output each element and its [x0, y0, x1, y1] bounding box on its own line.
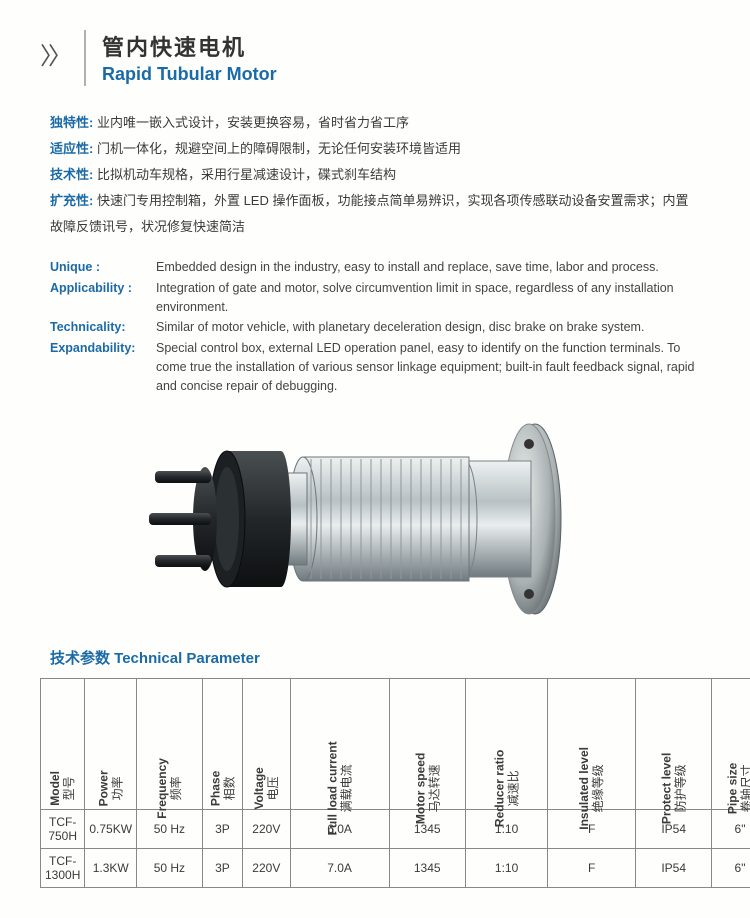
col-header: Phase相数	[202, 679, 242, 810]
feature-text: Integration of gate and motor, solve cir…	[156, 279, 700, 317]
table-cell: F	[548, 849, 636, 888]
table-cell: 1.3KW	[85, 849, 137, 888]
arrow-icon: 〉〉	[40, 30, 68, 71]
col-header: Reducer ratio减速比	[465, 679, 547, 810]
col-header: Pipe size卷轴尺寸	[712, 679, 750, 810]
table-cell: 50 Hz	[137, 849, 203, 888]
feature-cn-row: 适应性: 门机一体化，规避空间上的障碍限制，无论任何安装环境皆适用	[50, 136, 700, 162]
table-cell: TCF-1300H	[41, 849, 85, 888]
table-cell: 6"	[712, 810, 750, 849]
table-cell: 1:10	[465, 849, 547, 888]
feature-text: 业内唯一嵌入式设计，安装更换容易，省时省力省工序	[93, 115, 409, 130]
feature-text: 门机一体化，规避空间上的障碍限制，无论任何安装环境皆适用	[93, 141, 461, 156]
feature-label: Unique :	[50, 258, 156, 277]
feature-label: 适应性:	[50, 141, 93, 156]
col-header: Frequency频率	[137, 679, 203, 810]
feature-en-row: Unique :Embedded design in the industry,…	[50, 258, 700, 277]
motor-illustration	[135, 409, 615, 629]
title-en: Rapid Tubular Motor	[102, 64, 277, 85]
col-header: Model型号	[41, 679, 85, 810]
params-table: Model型号Power功率Frequency频率Phase相数Voltage电…	[40, 678, 750, 888]
table-cell: 220V	[243, 810, 290, 849]
table-cell: 7.0A	[290, 849, 389, 888]
feature-cn-row: 扩充性: 快速门专用控制箱，外置 LED 操作面板，功能接点简单易辨识，实现各项…	[50, 188, 700, 240]
features-cn: 独特性: 业内唯一嵌入式设计，安装更换容易，省时省力省工序适应性: 门机一体化，…	[50, 110, 700, 240]
feature-cn-row: 独特性: 业内唯一嵌入式设计，安装更换容易，省时省力省工序	[50, 110, 700, 136]
title-cn: 管内快速电机	[102, 30, 277, 62]
feature-en-row: Applicability :Integration of gate and m…	[50, 279, 700, 317]
table-cell: 220V	[243, 849, 290, 888]
col-header: Full load current满载电流	[290, 679, 389, 810]
feature-label: Applicability :	[50, 279, 156, 317]
feature-text: 快速门专用控制箱，外置 LED 操作面板，功能接点简单易辨识，实现各项传感联动设…	[50, 193, 688, 234]
divider	[84, 30, 86, 86]
table-cell: 3P	[202, 810, 242, 849]
col-header: Insulated level绝缘等级	[548, 679, 636, 810]
table-cell: 1345	[389, 849, 465, 888]
title-section: 〉〉 管内快速电机 Rapid Tubular Motor	[40, 30, 710, 86]
feature-text: Embedded design in the industry, easy to…	[156, 258, 700, 277]
col-header: Power功率	[85, 679, 137, 810]
params-title: 技术参数 Technical Parameter	[50, 647, 710, 668]
feature-label: 独特性:	[50, 115, 93, 130]
feature-en-row: Expandability:Special control box, exter…	[50, 339, 700, 395]
feature-label: Expandability:	[50, 339, 156, 395]
table-cell: 3P	[202, 849, 242, 888]
table-cell: TCF-750H	[41, 810, 85, 849]
table-cell: IP54	[635, 849, 711, 888]
feature-text: Special control box, external LED operat…	[156, 339, 700, 395]
features-en: Unique :Embedded design in the industry,…	[50, 258, 700, 395]
feature-text: 比拟机动车规格，采用行星减速设计，碟式刹车结构	[93, 167, 396, 182]
feature-cn-row: 技术性: 比拟机动车规格，采用行星减速设计，碟式刹车结构	[50, 162, 700, 188]
col-header: Motor speed马达转速	[389, 679, 465, 810]
feature-text: Similar of motor vehicle, with planetary…	[156, 318, 700, 337]
table-row: TCF-1300H1.3KW50 Hz3P220V7.0A13451:10FIP…	[41, 849, 750, 888]
feature-en-row: Technicality:Similar of motor vehicle, w…	[50, 318, 700, 337]
table-row: TCF-750H0.75KW50 Hz3P220V6.0A13451:10FIP…	[41, 810, 750, 849]
feature-label: Technicality:	[50, 318, 156, 337]
table-cell: 0.75KW	[85, 810, 137, 849]
col-header: Voltage电压	[243, 679, 290, 810]
feature-label: 技术性:	[50, 167, 93, 182]
feature-label: 扩充性:	[50, 193, 93, 208]
table-cell: 6"	[712, 849, 750, 888]
title-block: 管内快速电机 Rapid Tubular Motor	[102, 30, 277, 85]
col-header: Protect level防护等级	[635, 679, 711, 810]
